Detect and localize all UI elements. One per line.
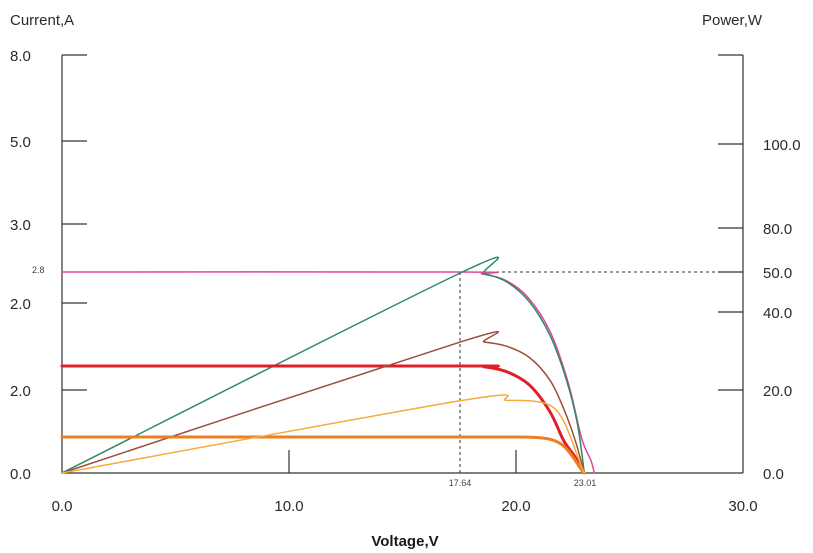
right-axis-title: Power,W <box>702 12 763 29</box>
left-tick-label: 0.0 <box>10 466 31 483</box>
left-tick-label: 3.0 <box>10 217 31 234</box>
series-line-4-power <box>61 330 586 474</box>
right-tick-label: 40.0 <box>763 305 792 322</box>
series-layer <box>60 256 596 475</box>
right-tick-label: 50.0 <box>763 265 792 282</box>
right-tick-label: 100.0 <box>763 137 801 154</box>
mpp-voltage-label: 17.64 <box>449 478 472 488</box>
left-tick-label: 2.0 <box>10 383 31 400</box>
x-tick-label: 0.0 <box>52 498 73 515</box>
series-line-2-power <box>61 256 586 474</box>
x-tick-label: 30.0 <box>728 498 757 515</box>
left-tick-label: 8.0 <box>10 48 31 65</box>
right-tick-label: 0.0 <box>763 466 784 483</box>
series-line-5-current <box>60 435 586 475</box>
x-tick-label: 20.0 <box>501 498 530 515</box>
voc-label: 23.01 <box>574 478 597 488</box>
right-tick-label: 20.0 <box>763 383 792 400</box>
series-line-1-current <box>61 271 596 474</box>
x-axis-title: Voltage,V <box>371 533 438 550</box>
left-tick-label: 5.0 <box>10 134 31 151</box>
series-line-3-current <box>60 364 586 475</box>
left-tick-label: 2.0 <box>10 296 31 313</box>
series-line-6-power <box>61 394 586 474</box>
left-axis-title: Current,A <box>10 12 74 29</box>
right-tick-label: 80.0 <box>763 221 792 238</box>
mpp-current-label: 2.8 <box>32 265 45 275</box>
x-tick-label: 10.0 <box>274 498 303 515</box>
